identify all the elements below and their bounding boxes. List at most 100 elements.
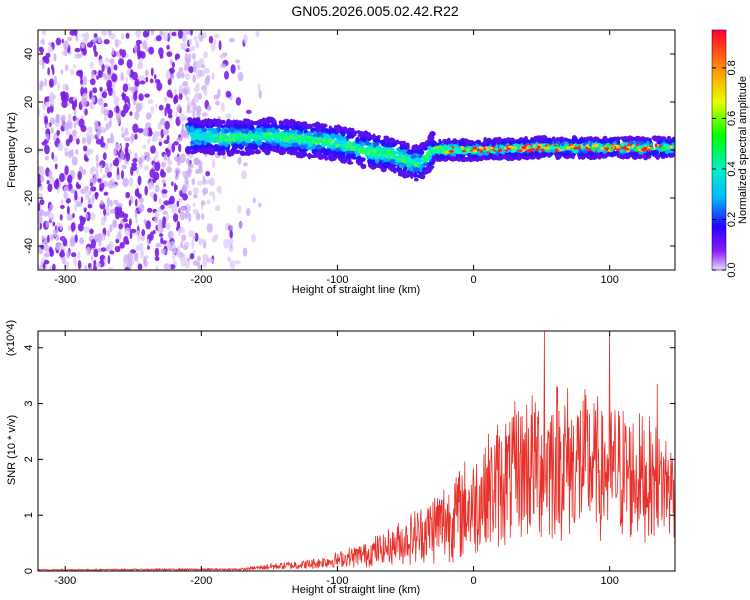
heatmap-cell <box>292 142 299 148</box>
heatmap-cell <box>163 200 170 206</box>
heatmap-cell <box>60 69 64 75</box>
heatmap-cell <box>147 207 153 213</box>
heatmap-cell <box>113 64 118 71</box>
heatmap-cell <box>127 260 133 270</box>
heatmap-cell <box>137 193 142 199</box>
heatmap-cell <box>320 149 328 154</box>
heatmap-cell <box>248 124 255 131</box>
heatmap-cell <box>565 146 571 150</box>
heatmap-cell <box>145 76 149 83</box>
heatmap-cell <box>70 149 74 158</box>
heatmap-cell <box>137 233 140 243</box>
heatmap-cell <box>50 117 55 125</box>
heatmap-cell <box>237 205 242 214</box>
heatmap-cell <box>115 51 121 57</box>
heatmap-cell <box>149 78 154 84</box>
heatmap-cell <box>355 130 362 134</box>
heatmap-cell <box>49 248 54 257</box>
heatmap-cell <box>479 150 483 153</box>
heatmap-cell <box>165 213 170 222</box>
heatmap-cell <box>416 174 422 178</box>
heatmap-cell <box>402 148 407 156</box>
heatmap-cell <box>101 100 105 108</box>
heatmap-cell <box>155 35 162 42</box>
heatmap-cell <box>90 238 96 249</box>
heatmap-cell <box>81 137 87 144</box>
heatmap-cell <box>167 113 173 119</box>
heatmap-cell <box>245 109 252 114</box>
heatmap-cell <box>135 215 138 224</box>
heatmap-cell <box>354 144 359 148</box>
heatmap-cell <box>302 138 306 142</box>
heatmap-cell <box>231 138 237 142</box>
heatmap-cell <box>93 33 98 38</box>
heatmap-cell <box>564 150 568 157</box>
heatmap-cell <box>107 255 111 265</box>
heatmap-cell <box>160 161 167 168</box>
heatmap-cell <box>594 146 597 150</box>
heatmap-cell <box>193 157 200 165</box>
heatmap-cell <box>214 205 221 212</box>
heatmap-cell <box>153 193 158 202</box>
heatmap-cell <box>562 147 566 150</box>
heatmap-cell <box>103 208 107 216</box>
heatmap-cell <box>154 210 160 217</box>
heatmap-cell <box>67 113 72 123</box>
heatmap-cell <box>192 117 197 123</box>
heatmap-cell <box>511 148 517 152</box>
heatmap-cell <box>73 108 77 116</box>
heatmap-cell <box>50 81 53 87</box>
spectrogram-y-axis-label: Frequency (Hz) <box>6 112 18 188</box>
heatmap-cell <box>131 162 138 168</box>
heatmap-cell <box>247 138 252 144</box>
heatmap-cell <box>214 118 222 124</box>
y-tick-label: -40 <box>23 238 35 254</box>
heatmap-cell <box>161 193 168 199</box>
heatmap-cell <box>403 166 408 172</box>
heatmap-cell <box>369 163 377 170</box>
heatmap-cell <box>201 213 205 220</box>
heatmap-cell <box>179 211 186 221</box>
heatmap-cell <box>166 51 173 57</box>
heatmap-cell <box>93 44 97 53</box>
heatmap-cell <box>96 130 101 138</box>
heatmap-cell <box>158 141 162 147</box>
heatmap-cell <box>163 182 166 188</box>
heatmap-cell <box>208 121 212 127</box>
heatmap-cell <box>218 137 223 141</box>
heatmap-cell <box>122 93 126 101</box>
heatmap-cell <box>64 165 69 176</box>
heatmap-cell <box>121 169 124 180</box>
heatmap-cell <box>539 153 543 159</box>
heatmap-cell <box>361 136 367 143</box>
heatmap-cell <box>145 156 152 161</box>
heatmap-cell <box>522 140 527 146</box>
heatmap-cell <box>193 140 199 145</box>
heatmap-cell <box>270 142 278 147</box>
heatmap-cell <box>560 149 564 152</box>
heatmap-cell <box>612 151 618 157</box>
heatmap-cell <box>465 157 469 162</box>
heatmap-cell <box>241 151 249 156</box>
heatmap-cell <box>282 147 287 153</box>
heatmap-cell <box>672 147 675 154</box>
heatmap-cell <box>107 66 111 76</box>
heatmap-cell <box>132 158 138 163</box>
heatmap-cell <box>478 156 484 162</box>
heatmap-cell <box>411 145 418 150</box>
heatmap-cell <box>197 180 203 186</box>
heatmap-cell <box>324 129 332 134</box>
heatmap-cell <box>114 143 121 151</box>
heatmap-cell <box>591 144 596 148</box>
heatmap-cell <box>225 113 232 120</box>
heatmap-cell <box>527 145 531 148</box>
heatmap-cell <box>44 78 47 87</box>
heatmap-cell <box>424 168 428 172</box>
heatmap-cell <box>367 159 372 165</box>
heatmap-cell <box>218 148 222 152</box>
heatmap-cell <box>38 265 42 270</box>
heatmap-cell <box>180 206 187 211</box>
heatmap-cell <box>65 130 71 136</box>
heatmap-cell <box>489 150 495 153</box>
heatmap-cell <box>193 35 198 42</box>
